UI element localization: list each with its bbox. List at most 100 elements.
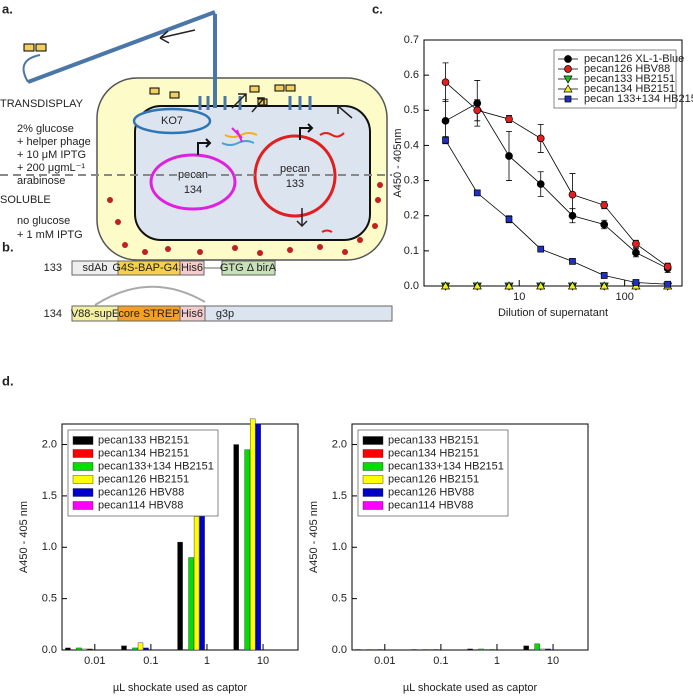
legend-label: pecan 133+134 HB2151 — [584, 93, 693, 105]
arrow — [159, 29, 196, 44]
marker — [564, 95, 572, 103]
condition: + helper phage — [17, 136, 91, 148]
arrows — [231, 93, 353, 228]
legend-label: pecan133 HB2151 — [98, 434, 189, 446]
ko7 — [132, 107, 212, 135]
y-tick-label: 0.6 — [404, 69, 419, 81]
marker — [600, 201, 609, 210]
construct-label: 134 — [44, 308, 62, 320]
marker — [599, 281, 609, 290]
x-tick-label: 1 — [204, 655, 210, 667]
legend-swatch — [72, 436, 94, 445]
condition: 2% glucose — [17, 123, 74, 135]
marker — [600, 220, 609, 229]
bar — [233, 444, 239, 651]
legend-swatch — [362, 501, 384, 510]
bar — [121, 645, 127, 651]
chart: 0.0 0.1 0.2 0.3 0.4 0.5 0.6 0.7 10 100 Dilution of… — [392, 34, 693, 319]
condition: no glucose — [17, 215, 70, 227]
bar — [523, 645, 529, 651]
marker — [505, 115, 513, 123]
bar — [255, 423, 261, 651]
marker — [563, 75, 573, 84]
marker — [567, 281, 578, 290]
pecan134 — [149, 153, 237, 211]
condition: + 200 μgmL⁻¹ — [17, 162, 85, 174]
y-tick-label: 1.5 — [332, 490, 347, 502]
protein — [23, 43, 35, 52]
y-tick-label: 1.5 — [42, 490, 57, 502]
marker — [663, 262, 672, 271]
y-tick-label: 2.0 — [332, 438, 347, 450]
panel-label: d. — [2, 373, 14, 388]
bar — [545, 648, 551, 651]
y-tick-label: 1.0 — [42, 541, 57, 553]
y-tick-label: 0.0 — [42, 644, 57, 656]
x-tick-label: 0.01 — [84, 655, 105, 667]
legend-label: pecan134 HB2151 — [584, 83, 675, 95]
legend-label: pecan133+134 HB2151 — [98, 460, 214, 472]
legend-label: pecan133+134 HB2151 — [388, 460, 504, 472]
legend-label: pecan126 HBV88 — [388, 486, 474, 498]
bar — [81, 648, 88, 651]
legend-swatch — [362, 449, 384, 458]
legend-swatch — [72, 462, 94, 471]
part-label: His6 — [181, 262, 203, 274]
marker — [441, 116, 450, 125]
x-tick-label: 10 — [547, 655, 559, 667]
x-tick-label: 10 — [513, 291, 525, 303]
marker — [536, 180, 545, 188]
legend-swatch — [72, 475, 94, 484]
marker — [440, 281, 451, 290]
bar — [137, 642, 144, 651]
transcripts — [197, 123, 345, 233]
phage-tail — [22, 54, 41, 83]
marker — [569, 258, 576, 265]
y-axis-label: A450 - 405nm — [392, 128, 404, 197]
marker — [473, 106, 482, 115]
legend-label: pecan126 HBV88 — [98, 486, 184, 498]
part-label: core STREP — [118, 308, 179, 320]
marker — [563, 84, 573, 93]
legend-swatch — [72, 501, 94, 510]
x-axis-label: µL shockate used as captor — [403, 682, 538, 694]
y-tick-label: 2.0 — [42, 438, 57, 450]
legend-label: pecan126 HB2151 — [98, 473, 189, 485]
x-tick-label: 1 — [494, 655, 500, 667]
part — [204, 305, 393, 322]
y-tick-label: 0.0 — [332, 644, 347, 656]
bar — [377, 649, 383, 651]
condition: + 10 μM IPTG — [17, 149, 86, 161]
bar — [177, 541, 183, 651]
legend-swatch — [362, 475, 384, 484]
x-axis-label: Dilution of supernatant — [498, 307, 608, 319]
marker — [537, 245, 545, 253]
marker — [600, 272, 608, 279]
chart: 0.0 0.5 1.0 1.5 2.0 0.01 0.1 1 10 µL shockate use… — [308, 423, 589, 694]
legend-label: pecan126 HB2151 — [388, 473, 479, 485]
bar — [76, 647, 82, 651]
construct-label: 133 — [44, 262, 62, 274]
y-axis-label: A450 - 405 nm — [18, 501, 30, 573]
bar — [193, 516, 200, 651]
marker — [564, 55, 572, 63]
part-label: GTG Δ birA — [220, 262, 277, 274]
panel-label: a. — [2, 1, 13, 16]
y-tick-label: 0.2 — [404, 210, 419, 222]
y-tick-label: 0.3 — [404, 174, 419, 186]
legend-label: pecan126 HBV88 — [584, 63, 670, 75]
bar — [249, 418, 256, 651]
helper-label: KO7 — [161, 115, 183, 127]
bar — [355, 649, 361, 651]
series-line — [445, 81, 668, 267]
condition-title: SOLUBLE — [0, 194, 51, 206]
x-tick-label: 100 — [615, 291, 633, 303]
bar — [539, 648, 546, 651]
bar — [422, 649, 428, 651]
marker — [504, 281, 514, 290]
legend-swatch — [72, 449, 94, 458]
marker — [505, 215, 513, 223]
marker — [536, 134, 545, 143]
part-label: His6 — [181, 308, 203, 320]
